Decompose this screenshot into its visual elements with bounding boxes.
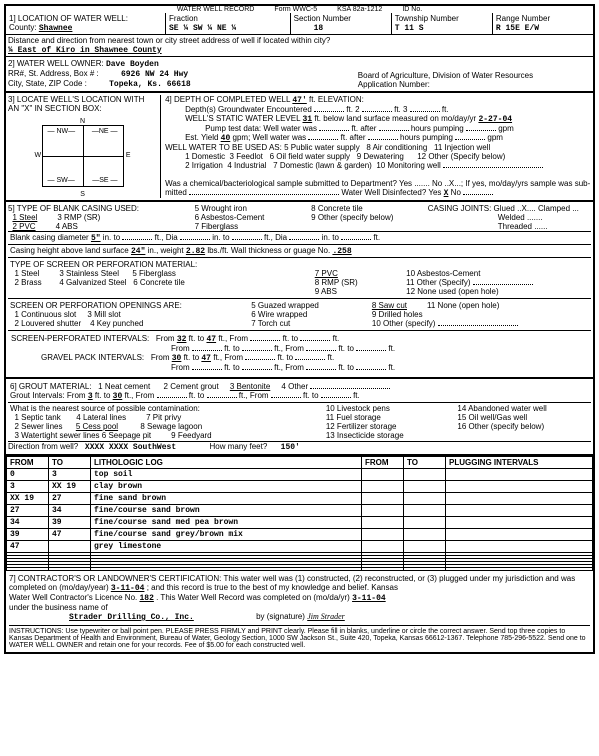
county: Shawnee [39,24,73,33]
county-label: County: [9,23,37,32]
static-date: 2-27-04 [478,115,512,124]
fraction: SE ¼ SW ¼ NE ¼ [169,24,236,33]
lithologic-table: FROM TO LITHOLOGIC LOG FROM TO PLUGGING … [6,456,593,571]
th-litho: LITHOLOGIC LOG [91,457,362,469]
yield-val: 40 [221,134,231,143]
loc-label: 1] LOCATION OF WATER WELL: [9,14,128,23]
th-from: FROM [7,457,49,469]
gravel-from-val: 30 [172,354,182,363]
height-wt: 2.82 [186,247,205,256]
height-gauge: .258 [332,247,351,256]
section-box: — NW— —NE — W E — SW— —SE — [42,125,124,187]
owner-label: 2] WATER WELL OWNER: [8,59,104,68]
instructions: INSTRUCTIONS: Use typewriter or ball poi… [9,625,590,649]
table-row: 2734fine/course sand brown [7,505,593,517]
dia-val: 5" [91,234,101,243]
cert-section: 7] CONTRACTOR'S OR LANDOWNER'S CERTIFICA… [6,571,593,652]
s3-label: 3] LOCATE WELL'S LOCATION WITH [8,95,144,104]
height-val: 24" [131,247,145,256]
gw: Depth(s) Groundwater Encountered [185,105,312,114]
city-label: City, State, ZIP Code : [8,79,87,88]
th-to: TO [49,457,91,469]
open-label: SCREEN OR PERFORATION OPENINGS ARE: [10,301,182,310]
use-label: WELL WATER TO BE USED AS: [165,143,282,152]
perf-from-val: 32 [177,335,187,344]
perf-label: SCREEN-PERFORATED INTERVALS: [11,334,149,343]
fraction-label: Fraction [169,14,198,23]
township: T 11 S [395,24,424,33]
table-row: 03top soil [7,469,593,481]
cert-label: 7] CONTRACTOR'S OR LANDOWNER'S CERTIFICA… [9,574,575,583]
gravel-label: GRAVEL PACK INTERVALS: [41,353,144,362]
grout-to: 30 [113,392,123,401]
th-plug: PLUGGING INTERVALS [446,457,593,469]
depth-val: 47' [292,96,306,105]
title: WATER WELL RECORD [177,6,255,13]
table-row: 47grey limestone [7,541,593,553]
section-num: 18 [314,24,324,33]
owner-name: Dave Boyden [106,60,159,69]
disinfected-x: X [444,189,449,198]
grout-section: 6] GROUT MATERIAL: 1 Neat cement 2 Cemen… [6,379,593,456]
form-header: WATER WELL RECORD Form WWC-5 KSA 82a-121… [6,6,593,13]
feet-val: 150' [281,443,300,452]
s3-label2: AN "X" IN SECTION BOX: [8,104,102,113]
table-row: 3439fine/course sand med pea brown [7,517,593,529]
dir-val: XXXX XXXX SouthWest [85,443,176,452]
city: Topeka, Ks. 66618 [109,80,191,89]
table-row: 3947fine/course sand grey/brown mix [7,529,593,541]
table-row: XX 1927fine sand brown [7,493,593,505]
township-label: Township Number [395,14,459,23]
board: Board of Agriculture, Division of Water … [358,71,533,80]
distance-row: Distance and direction from nearest town… [6,35,593,57]
th-from2: FROM [362,457,404,469]
idno: ID No. [402,6,422,13]
appno: Application Number: [358,80,430,89]
screen-label: TYPE OF SCREEN OR PERFORATION MATERIAL: [10,260,197,269]
water-well-record-form: WATER WELL RECORD Form WWC-5 KSA 82a-121… [4,4,595,654]
ksa: KSA 82a-1212 [337,6,382,13]
lic-no: 182 [139,594,153,603]
th-to2: TO [404,457,446,469]
lic-date: 3-11-04 [352,594,386,603]
section-3-4: 3] LOCATE WELL'S LOCATION WITH AN "X" IN… [6,93,593,202]
form-id: Form WWC-5 [274,6,317,13]
range-label: Range Number [496,14,550,23]
depth-label: 4] DEPTH OF COMPLETED WELL [165,95,290,104]
casing-section: 5] TYPE OF BLANK CASING USED: 1 Steel 3 … [6,202,593,379]
static-val: 31 [303,115,313,124]
gravel-to-val: 47 [201,354,211,363]
comp-date: 3-11-04 [111,584,145,593]
owner-section: 2] WATER WELL OWNER: Dave Boyden RR#, St… [6,57,593,93]
grout-from: 3 [88,392,93,401]
casing-label: 5] TYPE OF BLANK CASING USED: [8,204,139,213]
elev: ft. ELEVATION: [309,95,364,104]
perf-to-val: 47 [206,335,216,344]
addr: 6926 NW 24 Hwy [121,70,188,79]
source-label: What is the nearest source of possible c… [10,404,200,413]
distance-label: Distance and direction from nearest town… [8,36,330,45]
signature: Jim Strader [307,612,345,621]
static: WELL'S STATIC WATER LEVEL [185,114,300,123]
bus-name: Strader Drilling Co., Inc. [69,613,194,622]
log-section: FROM TO LITHOLOGIC LOG FROM TO PLUGGING … [6,456,593,571]
addr-label: RR#, St. Address, Box # : [8,69,99,78]
section-num-label: Section Number [294,14,351,23]
location-row: 1] LOCATION OF WATER WELL:County: Shawne… [6,13,593,35]
table-row: 3XX 19clay brown [7,481,593,493]
grout-label: 6] GROUT MATERIAL: [10,382,92,391]
distance: ¼ East of Kiro in Shawnee County [8,46,162,55]
range: R 15E E/W [496,24,539,33]
